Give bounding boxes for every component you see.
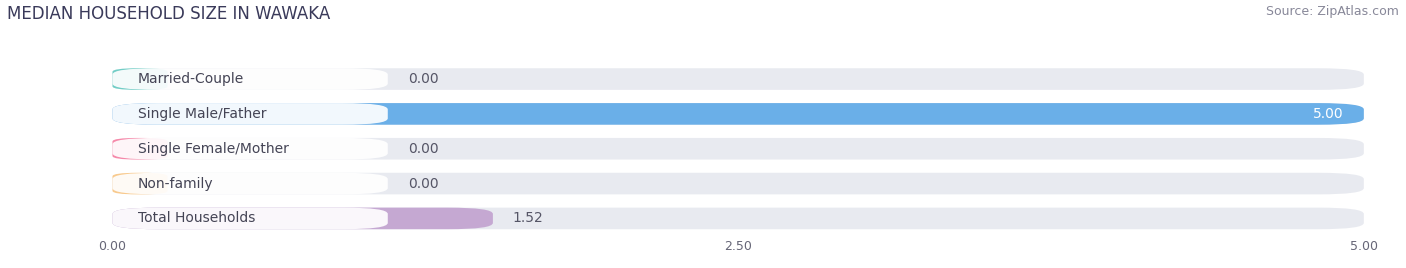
FancyBboxPatch shape [112, 138, 1364, 159]
FancyBboxPatch shape [112, 103, 1364, 125]
FancyBboxPatch shape [112, 173, 167, 194]
FancyBboxPatch shape [112, 208, 1364, 229]
FancyBboxPatch shape [112, 208, 494, 229]
Text: 0.00: 0.00 [408, 177, 439, 191]
Text: Single Male/Father: Single Male/Father [138, 107, 266, 121]
Text: 1.52: 1.52 [513, 211, 544, 225]
FancyBboxPatch shape [112, 173, 1364, 194]
Text: MEDIAN HOUSEHOLD SIZE IN WAWAKA: MEDIAN HOUSEHOLD SIZE IN WAWAKA [7, 5, 330, 23]
FancyBboxPatch shape [112, 68, 1364, 90]
FancyBboxPatch shape [112, 103, 388, 125]
Text: 0.00: 0.00 [408, 72, 439, 86]
Text: Source: ZipAtlas.com: Source: ZipAtlas.com [1265, 5, 1399, 18]
Text: Single Female/Mother: Single Female/Mother [138, 142, 288, 156]
FancyBboxPatch shape [112, 103, 1364, 125]
FancyBboxPatch shape [112, 68, 167, 90]
Text: Non-family: Non-family [138, 177, 214, 191]
Text: Married-Couple: Married-Couple [138, 72, 243, 86]
Text: 5.00: 5.00 [1313, 107, 1344, 121]
FancyBboxPatch shape [112, 68, 388, 90]
Text: 0.00: 0.00 [408, 142, 439, 156]
FancyBboxPatch shape [112, 138, 167, 159]
Text: Total Households: Total Households [138, 211, 254, 225]
FancyBboxPatch shape [112, 138, 388, 159]
FancyBboxPatch shape [112, 173, 388, 194]
FancyBboxPatch shape [112, 208, 388, 229]
